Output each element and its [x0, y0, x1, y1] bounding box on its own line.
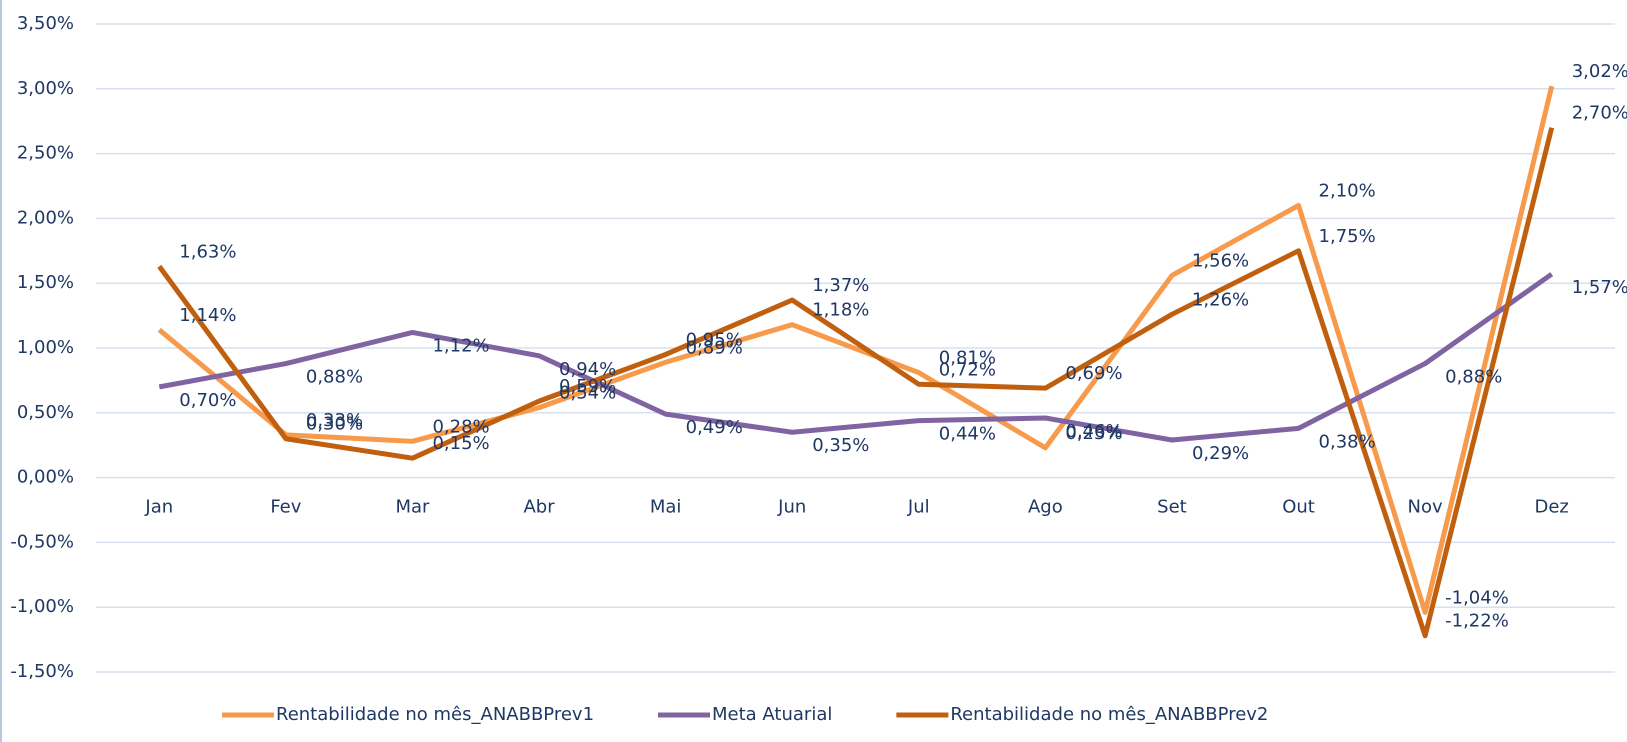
y-tick-label: 1,50%	[17, 272, 74, 293]
series-line	[157, 85, 1555, 615]
legend-label: Rentabilidade no mês_ANABBPrev2	[950, 704, 1268, 725]
data-label: 0,35%	[812, 435, 869, 456]
data-label: 0,70%	[179, 390, 236, 411]
data-label: 1,26%	[1192, 289, 1249, 310]
x-tick-label: Dez	[1535, 497, 1569, 518]
data-label: 0,38%	[1319, 431, 1376, 452]
y-tick-label: -1,50%	[10, 661, 74, 682]
x-tick-label: Jan	[144, 497, 173, 518]
y-tick-label: 2,50%	[17, 143, 74, 164]
data-label: -1,04%	[1445, 587, 1509, 608]
data-label: 0,72%	[939, 359, 996, 380]
data-label: 1,57%	[1572, 277, 1627, 298]
data-label: 0,94%	[559, 359, 616, 380]
data-label: 0,28%	[432, 416, 489, 437]
data-label: 0,44%	[939, 424, 996, 445]
data-label: 0,88%	[1445, 367, 1502, 388]
y-tick-label: -1,00%	[10, 596, 74, 617]
x-tick-label: Mar	[395, 497, 430, 518]
x-tick-label: Abr	[523, 497, 555, 518]
data-label: 1,75%	[1319, 226, 1376, 247]
data-label: 0,59%	[559, 376, 616, 397]
data-label: 1,12%	[432, 335, 489, 356]
data-label: 0,29%	[1192, 443, 1249, 464]
data-label: 0,88%	[306, 367, 363, 388]
data-label: 0,30%	[306, 414, 363, 435]
data-label: 0,54%	[559, 383, 616, 404]
y-tick-label: 0,00%	[17, 467, 74, 488]
y-tick-label: 2,00%	[17, 207, 74, 228]
data-label: 0,89%	[686, 337, 743, 358]
data-label: 0,46%	[1065, 421, 1122, 442]
y-tick-label: 0,50%	[17, 402, 74, 423]
legend-label: Meta Atuarial	[712, 704, 832, 725]
y-tick-label: 3,00%	[17, 78, 74, 99]
data-label: 0,15%	[432, 433, 489, 454]
data-label: 0,33%	[306, 410, 363, 431]
data-label: -1,22%	[1445, 611, 1509, 632]
x-tick-label: Jul	[907, 497, 930, 518]
data-label: 0,69%	[1065, 363, 1122, 384]
x-tick-label: Fev	[270, 497, 301, 518]
y-tick-label: -0,50%	[10, 531, 74, 552]
data-label: 1,37%	[812, 275, 869, 296]
series-line	[157, 127, 1555, 639]
data-label: 1,14%	[179, 305, 236, 326]
x-tick-label: Set	[1157, 497, 1187, 518]
data-label: 1,18%	[812, 300, 869, 321]
x-tick-label: Jun	[777, 497, 806, 518]
data-label: 0,23%	[1065, 423, 1122, 444]
data-label: 0,81%	[939, 348, 996, 369]
x-tick-label: Mai	[650, 497, 682, 518]
data-label: 0,49%	[686, 417, 743, 438]
data-label: 3,02%	[1572, 61, 1627, 82]
legend-label: Rentabilidade no mês_ANABBPrev1	[276, 704, 594, 725]
y-tick-label: 3,50%	[17, 13, 74, 34]
x-tick-label: Ago	[1028, 497, 1063, 518]
data-label: 1,56%	[1192, 250, 1249, 271]
x-tick-label: Nov	[1408, 497, 1443, 518]
x-tick-label: Out	[1282, 497, 1315, 518]
data-label: 2,10%	[1319, 180, 1376, 201]
series-line	[158, 272, 1554, 443]
data-label: 1,63%	[179, 241, 236, 262]
data-label: 0,95%	[686, 329, 743, 350]
y-tick-label: 1,00%	[17, 337, 74, 358]
data-label: 2,70%	[1572, 103, 1627, 124]
